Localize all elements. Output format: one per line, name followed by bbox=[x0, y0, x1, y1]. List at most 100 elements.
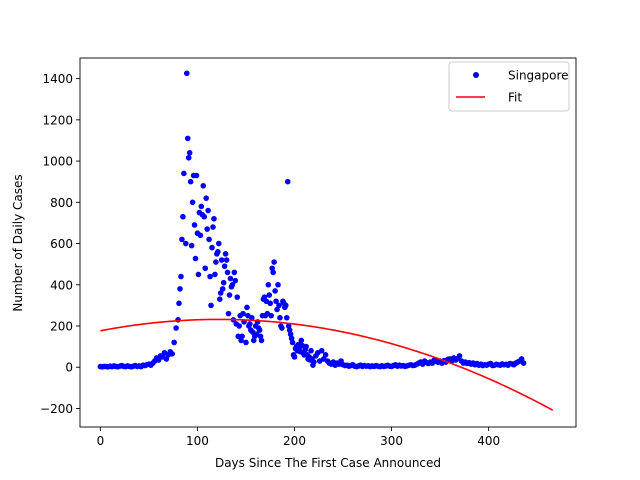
data-point bbox=[275, 281, 281, 288]
data-point bbox=[177, 286, 183, 292]
data-point bbox=[201, 213, 208, 220]
data-point bbox=[169, 351, 176, 357]
data-point bbox=[240, 310, 246, 317]
data-point bbox=[271, 259, 277, 265]
data-point bbox=[318, 347, 325, 354]
data-point bbox=[232, 277, 239, 284]
axes-frame bbox=[79, 57, 577, 428]
data-point bbox=[210, 224, 216, 230]
data-point bbox=[322, 352, 329, 358]
data-point bbox=[270, 269, 276, 276]
y-tick-label: 400 bbox=[50, 278, 73, 292]
data-point bbox=[268, 312, 275, 319]
data-point bbox=[266, 292, 273, 298]
data-point bbox=[179, 236, 185, 243]
data-point bbox=[282, 302, 289, 309]
data-point bbox=[175, 317, 181, 323]
data-point bbox=[189, 199, 196, 206]
data-point bbox=[213, 259, 219, 265]
legend-label-fit: Fit bbox=[508, 91, 522, 105]
data-point bbox=[456, 353, 463, 359]
y-tick-label: 1400 bbox=[42, 72, 73, 86]
data-point bbox=[303, 343, 309, 350]
scatter-series-singapore bbox=[97, 70, 527, 370]
data-point bbox=[276, 302, 282, 309]
x-tick-label: 0 bbox=[97, 434, 105, 448]
data-point bbox=[176, 300, 182, 307]
data-point bbox=[181, 170, 187, 177]
x-tick-label: 100 bbox=[186, 434, 209, 448]
data-point bbox=[197, 232, 204, 239]
data-point bbox=[277, 314, 283, 321]
data-point bbox=[234, 294, 241, 300]
data-point bbox=[216, 240, 222, 247]
data-point bbox=[283, 314, 290, 321]
data-point bbox=[222, 251, 229, 257]
data-point bbox=[235, 333, 242, 340]
data-point bbox=[223, 257, 230, 263]
data-point bbox=[200, 183, 207, 189]
data-point bbox=[205, 207, 211, 214]
legend: Singapore Fit bbox=[448, 61, 570, 112]
data-point bbox=[193, 172, 200, 179]
data-point bbox=[308, 347, 314, 354]
data-point bbox=[236, 323, 242, 329]
data-point bbox=[218, 257, 225, 263]
data-point bbox=[209, 244, 215, 251]
data-point bbox=[272, 288, 278, 294]
data-point bbox=[219, 286, 226, 292]
data-point bbox=[227, 275, 234, 282]
data-point bbox=[183, 240, 189, 247]
data-point bbox=[244, 304, 250, 311]
data-point bbox=[279, 325, 285, 331]
data-point bbox=[187, 178, 194, 185]
y-tick-label: 1000 bbox=[42, 155, 73, 169]
data-point bbox=[226, 292, 233, 298]
y-tick-label: 1200 bbox=[42, 113, 73, 127]
data-point bbox=[273, 298, 279, 305]
data-point bbox=[216, 296, 223, 302]
data-point bbox=[207, 273, 213, 280]
data-point bbox=[249, 314, 255, 321]
data-point bbox=[211, 215, 217, 222]
data-point bbox=[243, 339, 249, 346]
x-axis-title: Days Since The First Case Announced bbox=[215, 456, 441, 470]
legend-label-singapore: Singapore bbox=[508, 69, 569, 83]
data-point bbox=[191, 222, 198, 228]
data-point bbox=[258, 337, 265, 344]
data-point bbox=[239, 333, 245, 340]
data-point bbox=[195, 271, 202, 278]
data-point bbox=[188, 242, 195, 249]
data-point bbox=[284, 178, 291, 185]
data-point bbox=[231, 269, 238, 276]
data-point bbox=[198, 203, 205, 210]
data-point bbox=[311, 359, 317, 365]
y-tick-label: 200 bbox=[50, 319, 73, 333]
data-point bbox=[247, 321, 253, 327]
data-point bbox=[204, 226, 210, 232]
data-point bbox=[192, 255, 199, 262]
legend-frame bbox=[448, 61, 570, 112]
x-tick-label: 400 bbox=[477, 434, 500, 448]
x-tick-label: 300 bbox=[380, 434, 403, 448]
data-point bbox=[208, 302, 214, 309]
data-point bbox=[267, 300, 274, 307]
y-axis-title: Number of Daily Cases bbox=[11, 174, 25, 311]
data-point bbox=[171, 339, 177, 346]
y-tick-label: −200 bbox=[40, 402, 73, 416]
data-point bbox=[186, 150, 193, 156]
data-point bbox=[224, 269, 231, 276]
legend-marker-singapore bbox=[473, 72, 479, 78]
x-tick-label: 200 bbox=[283, 434, 306, 448]
data-point bbox=[203, 195, 209, 201]
data-point bbox=[289, 339, 296, 346]
data-point bbox=[178, 273, 184, 280]
data-point bbox=[256, 327, 263, 333]
axes: 0 100 200 300 400 −200 0 200 400 600 800 1000 1200 14… bbox=[40, 57, 577, 448]
data-point bbox=[173, 325, 179, 331]
data-point bbox=[184, 135, 191, 142]
data-point bbox=[225, 310, 232, 317]
data-point bbox=[221, 263, 228, 270]
y-tick-label: 0 bbox=[65, 361, 73, 375]
